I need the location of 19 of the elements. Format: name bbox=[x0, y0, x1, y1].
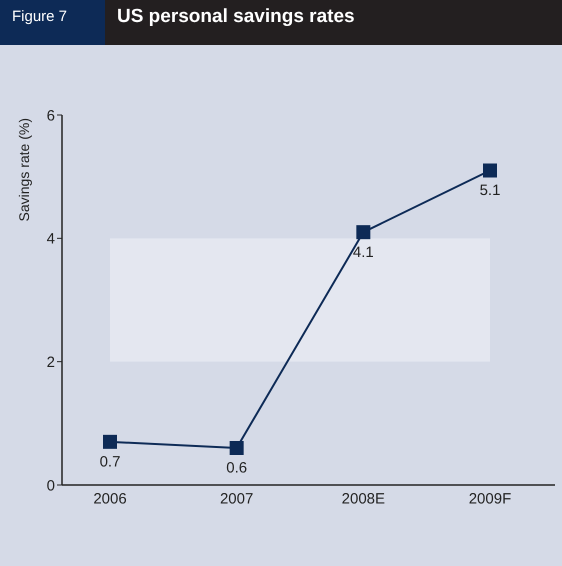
y-tick-label: 2 bbox=[46, 354, 55, 371]
data-label: 0.6 bbox=[226, 460, 248, 477]
x-tick-label: 2008E bbox=[342, 490, 386, 508]
y-tick-label: 4 bbox=[46, 230, 55, 248]
x-tick-label: 2007 bbox=[220, 490, 254, 508]
x-tick-label: 2009F bbox=[468, 490, 512, 508]
y-tick-label: 6 bbox=[46, 107, 55, 124]
y-axis-title: Savings rate (%) bbox=[16, 118, 32, 222]
chart-title: US personal savings rates bbox=[105, 0, 562, 45]
caption: Figure 7 bbox=[0, 0, 105, 45]
data-label: 5.1 bbox=[480, 182, 500, 200]
point bbox=[356, 225, 370, 240]
point bbox=[483, 164, 497, 178]
x-tick-label: 2006 bbox=[93, 490, 127, 508]
point bbox=[230, 441, 244, 455]
y-tick-label: 0 bbox=[46, 477, 55, 494]
data-label: 4.1 bbox=[352, 244, 374, 261]
point bbox=[103, 434, 117, 449]
data-label: 0.7 bbox=[100, 453, 120, 470]
